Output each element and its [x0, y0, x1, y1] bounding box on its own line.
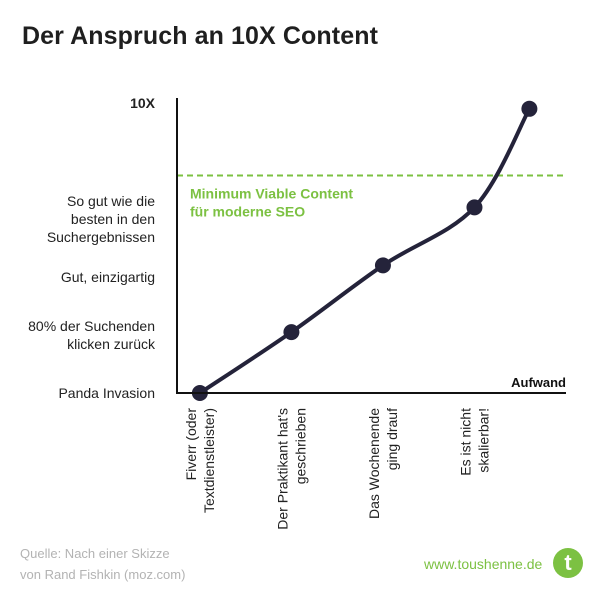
y-tick-labels: Panda Invasion 80% der Suchenden klicken z… [28, 95, 156, 401]
chart: Minimum Viable Content für moderne SEO Au… [28, 95, 566, 530]
x-tick-label-group: Es ist nicht skalierbar! [457, 408, 491, 476]
y-tick-label: 80% der Suchenden [28, 318, 155, 334]
source-line-1: Quelle: Nach einer Skizze [20, 546, 170, 561]
axes-group: Aufwand [176, 98, 566, 394]
data-point [521, 100, 538, 117]
data-point [466, 199, 483, 216]
x-tick-label: skalierbar! [475, 408, 491, 473]
y-tick-label: 10X [130, 95, 156, 111]
curve-group [191, 100, 538, 401]
x-axis-title: Aufwand [511, 375, 566, 390]
x-tick-label: geschrieben [292, 408, 308, 484]
data-point [283, 324, 300, 341]
x-tick-label-group: Der Praktikant hat's geschrieben [274, 408, 308, 530]
x-tick-label: Es ist nicht [457, 408, 473, 476]
x-tick-label-group: Fiverr (oder Textdienstleister) [183, 408, 217, 513]
effort-curve-line [197, 106, 532, 395]
y-tick-label: Panda Invasion [58, 385, 155, 401]
source-line-2: von Rand Fishkin (moz.com) [20, 567, 186, 582]
x-tick-label: ging drauf [384, 408, 400, 470]
y-tick-label: besten in den [71, 211, 155, 227]
logo-icon: t [553, 548, 583, 578]
y-tick-label: Suchergebnissen [47, 229, 155, 245]
data-point [374, 257, 391, 274]
page-title: Der Anspruch an 10X Content [22, 22, 378, 50]
threshold-group: Minimum Viable Content für moderne SEO [177, 174, 566, 220]
source-note: Quelle: Nach einer Skizze von Rand Fishk… [20, 543, 185, 585]
x-tick-label: Das Wochenende [366, 408, 382, 519]
website-link[interactable]: www.toushenne.de [424, 556, 543, 572]
x-tick-label: Der Praktikant hat's [274, 408, 290, 530]
threshold-label-line: Minimum Viable Content [190, 186, 353, 202]
x-tick-labels: Fiverr (oder Textdienstleister) Der Prakti… [183, 408, 492, 530]
x-tick-label: Fiverr (oder [183, 408, 199, 481]
threshold-label-line: für moderne SEO [190, 204, 305, 220]
x-tick-label: Textdienstleister) [201, 408, 217, 513]
y-tick-label: So gut wie die [67, 193, 155, 209]
y-tick-label: klicken zurück [67, 336, 156, 352]
x-tick-label-group: Das Wochenende ging drauf [366, 408, 400, 519]
y-tick-label: Gut, einzigartig [61, 269, 155, 285]
